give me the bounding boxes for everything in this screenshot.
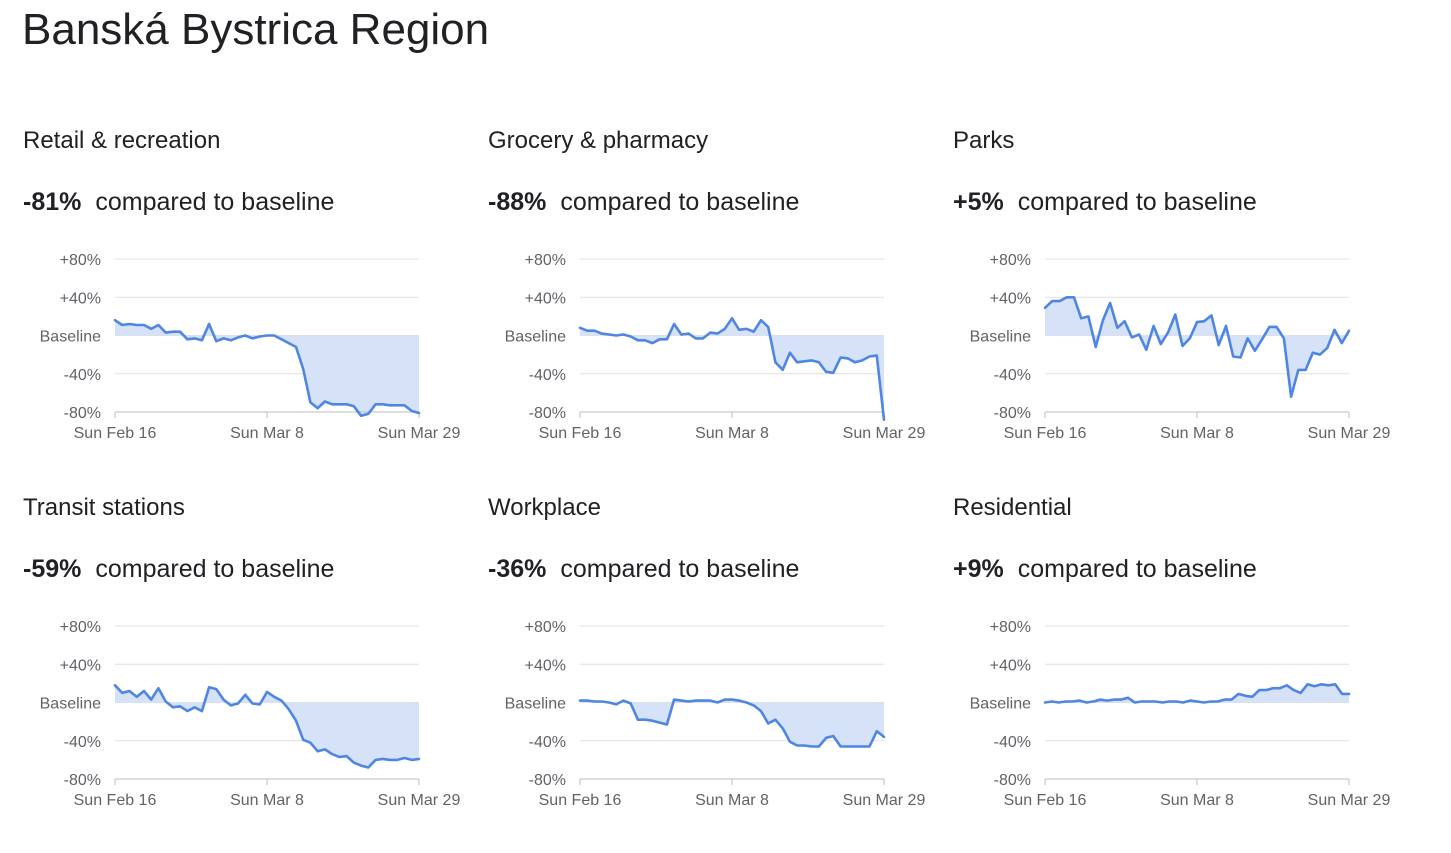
x-tick-label: Sun Mar 29: [843, 792, 926, 809]
line-chart: +80% +40% Baseline -40% -80% Sun Feb 16 Sun Ma…: [970, 619, 1391, 809]
baseline-area-fill: [115, 685, 419, 768]
x-tick-label: Sun Mar 8: [1160, 792, 1234, 809]
y-tick-label: Baseline: [970, 696, 1031, 713]
x-tick-label: Sun Feb 16: [539, 425, 622, 442]
percent-change: +9%: [953, 555, 1004, 583]
panel-title: Transit stations: [23, 494, 185, 521]
line-chart: +80% +40% Baseline -40% -80% Sun Feb 16 Sun Ma…: [40, 619, 461, 809]
y-tick-label: -40%: [64, 367, 101, 384]
x-tick-label: Sun Feb 16: [74, 425, 157, 442]
x-tick-label: Sun Mar 8: [230, 792, 304, 809]
y-tick-label: +80%: [525, 619, 566, 636]
percent-change: -59%: [23, 555, 82, 583]
y-tick-label: -40%: [994, 734, 1031, 751]
line-chart: +80% +40% Baseline -40% -80% Sun Feb 16 Sun Ma…: [505, 619, 926, 809]
x-tick-label: Sun Mar 8: [695, 792, 769, 809]
percent-change: -88%: [488, 188, 547, 216]
series-line: [1043, 683, 1351, 704]
y-tick-label: -40%: [994, 367, 1031, 384]
chart-panel-workplace: Workplace -36% compared to baseline +80% +…: [488, 493, 948, 853]
x-tick-label: Sun Mar 29: [378, 792, 461, 809]
series-line: [1043, 296, 1351, 398]
y-tick-label: +40%: [60, 290, 101, 307]
y-tick-label: +40%: [990, 290, 1031, 307]
chart-panel-retail: Retail & recreation -81% compared to base…: [23, 126, 483, 486]
page-title: Banská Bystrica Region: [22, 5, 490, 54]
panel-title: Parks: [953, 127, 1015, 154]
y-tick-label: +40%: [990, 657, 1031, 674]
x-tick-label: Sun Feb 16: [1004, 425, 1087, 442]
panel-title: Grocery & pharmacy: [488, 127, 709, 154]
y-tick-label: Baseline: [40, 696, 101, 713]
x-tick-label: Sun Feb 16: [1004, 792, 1087, 809]
chart-panel-grocery: Grocery & pharmacy -88% compared to basel…: [488, 126, 948, 486]
compare-text: compared to baseline: [1017, 188, 1257, 216]
compare-text: compared to baseline: [560, 188, 800, 216]
x-tick-label: Sun Mar 29: [378, 425, 461, 442]
panel-value: -59% compared to baseline: [23, 553, 334, 585]
compare-text: compared to baseline: [95, 188, 335, 216]
panel-value: -81% compared to baseline: [23, 186, 334, 218]
x-tick-label: Sun Mar 8: [1160, 425, 1234, 442]
y-tick-label: -80%: [64, 772, 101, 789]
chart-panel-residential: Residential +9% compared to baseline +80%…: [953, 493, 1413, 853]
line-chart: +80% +40% Baseline -40% -80% Sun Feb 16 Sun Ma…: [505, 252, 926, 442]
chart-panel-transit: Transit stations -59% compared to baselin…: [23, 493, 483, 853]
x-tick-label: Sun Mar 8: [695, 425, 769, 442]
y-tick-label: +80%: [60, 619, 101, 636]
y-tick-label: +80%: [525, 252, 566, 269]
y-tick-label: -80%: [529, 405, 566, 422]
baseline-area-fill: [580, 318, 884, 420]
y-tick-label: +80%: [990, 619, 1031, 636]
y-tick-label: -40%: [529, 367, 566, 384]
percent-change: -36%: [488, 555, 547, 583]
y-tick-label: Baseline: [40, 329, 101, 346]
x-tick-label: Sun Mar 29: [843, 425, 926, 442]
compare-text: compared to baseline: [1017, 555, 1257, 583]
panel-value: +9% compared to baseline: [953, 553, 1257, 585]
x-tick-label: Sun Feb 16: [74, 792, 157, 809]
line-chart: +80% +40% Baseline -40% -80% Sun Feb 16 Sun Ma…: [970, 252, 1391, 442]
x-tick-label: Sun Mar 8: [230, 425, 304, 442]
panel-title: Residential: [953, 494, 1072, 521]
baseline-area-fill: [580, 699, 884, 747]
panel-value: -88% compared to baseline: [488, 186, 799, 218]
panel-title: Retail & recreation: [23, 127, 221, 154]
x-tick-label: Sun Mar 29: [1308, 425, 1391, 442]
y-tick-label: -80%: [529, 772, 566, 789]
y-tick-label: Baseline: [505, 696, 566, 713]
x-tick-label: Sun Mar 29: [1308, 792, 1391, 809]
series-line: [113, 684, 421, 769]
x-tick-label: Sun Feb 16: [539, 792, 622, 809]
chart-panel-parks: Parks +5% compared to baseline +80% +40% Ba…: [953, 126, 1413, 486]
y-tick-label: Baseline: [505, 329, 566, 346]
series-line: [113, 318, 421, 418]
percent-change: -81%: [23, 188, 82, 216]
y-tick-label: +40%: [525, 657, 566, 674]
y-tick-label: Baseline: [970, 329, 1031, 346]
baseline-area-fill: [115, 320, 419, 416]
y-tick-label: -40%: [64, 734, 101, 751]
y-tick-label: -80%: [994, 405, 1031, 422]
series-line: [578, 317, 886, 421]
baseline-area-fill: [1045, 297, 1349, 397]
y-tick-label: -40%: [529, 734, 566, 751]
compare-text: compared to baseline: [560, 555, 800, 583]
panel-title: Workplace: [488, 494, 601, 521]
panel-value: -36% compared to baseline: [488, 553, 799, 585]
y-tick-label: -80%: [64, 405, 101, 422]
y-tick-label: +40%: [60, 657, 101, 674]
line-chart: +80% +40% Baseline -40% -80% Sun Feb 16 Sun Ma…: [40, 252, 461, 442]
y-tick-label: +40%: [525, 290, 566, 307]
series-line: [578, 698, 886, 748]
y-tick-label: +80%: [60, 252, 101, 269]
compare-text: compared to baseline: [95, 555, 335, 583]
percent-change: +5%: [953, 188, 1004, 216]
y-tick-label: +80%: [990, 252, 1031, 269]
baseline-area-fill: [1045, 684, 1349, 703]
y-tick-label: -80%: [994, 772, 1031, 789]
panel-value: +5% compared to baseline: [953, 186, 1257, 218]
